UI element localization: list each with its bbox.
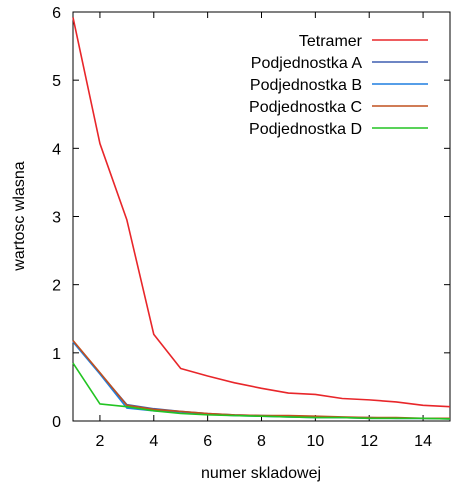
y-tick-label: 1 (52, 346, 61, 363)
x-tick-label: 4 (149, 433, 158, 450)
x-axis-label: numer skladowej (201, 465, 321, 482)
x-tick-label: 14 (414, 433, 432, 450)
y-tick-label: 4 (52, 141, 61, 158)
series-line-podjednostka-d (72, 362, 451, 420)
legend-label: Podjednostka C (249, 99, 362, 116)
series-line-tetramer (72, 17, 451, 408)
y-tick-label: 2 (52, 278, 61, 295)
legend: Tetramer Podjednostka A Podjednostka B Podj… (249, 33, 428, 138)
x-tick-label: 12 (360, 433, 378, 450)
legend-label: Tetramer (299, 33, 363, 50)
plot-frame (72, 11, 451, 422)
x-tick-label: 8 (257, 433, 266, 450)
x-tick-label: 2 (95, 433, 104, 450)
y-tick-label: 0 (52, 414, 61, 431)
y-tick-label: 3 (52, 210, 61, 227)
legend-label: Podjednostka A (251, 55, 363, 72)
x-tick-label: 6 (203, 433, 212, 450)
legend-label: Podjednostka B (250, 77, 362, 94)
y-tick-label: 5 (52, 73, 61, 90)
y-tick-label: 6 (52, 5, 61, 22)
series-lines (72, 17, 451, 420)
x-tick-label: 10 (306, 433, 324, 450)
y-axis-label: wartosc wlasna (11, 161, 28, 271)
legend-label: Podjednostka D (249, 121, 362, 138)
